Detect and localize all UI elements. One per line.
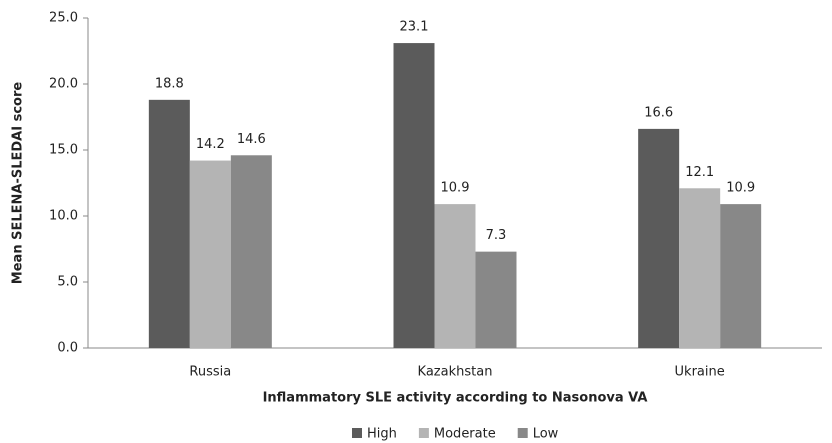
bar xyxy=(434,204,476,348)
bar xyxy=(720,204,762,348)
y-tick-label: 20.0 xyxy=(49,77,78,92)
y-tick-label: 15.0 xyxy=(49,143,78,158)
bar xyxy=(638,128,680,348)
x-tick-label: Ukraine xyxy=(675,365,725,380)
legend-label: Low xyxy=(533,427,559,442)
y-tick-label: 10.0 xyxy=(49,209,78,224)
data-label: 7.3 xyxy=(486,228,507,243)
data-label: 10.9 xyxy=(726,181,755,196)
data-label: 14.2 xyxy=(196,137,225,152)
bar xyxy=(679,188,721,348)
legend-swatch xyxy=(352,428,362,438)
legend-swatch xyxy=(418,428,429,438)
bar xyxy=(230,155,272,348)
x-axis-title: Inflammatory SLE activity according to N… xyxy=(263,391,648,406)
y-tick-label: 0.0 xyxy=(57,341,78,356)
bar xyxy=(475,251,517,348)
data-label: 14.6 xyxy=(237,132,266,147)
data-label: 16.6 xyxy=(644,105,673,120)
data-label: 23.1 xyxy=(400,20,429,35)
y-axis-title: Mean SELENA-SLEDAI score xyxy=(11,82,26,285)
bar xyxy=(148,99,190,348)
data-label: 12.1 xyxy=(685,165,714,180)
x-tick-label: Kazakhstan xyxy=(418,365,493,380)
legend-label: High xyxy=(367,427,397,442)
y-tick-label: 25.0 xyxy=(49,11,78,26)
data-label: 18.8 xyxy=(155,76,184,91)
bar xyxy=(189,160,231,348)
bar xyxy=(393,43,435,349)
data-label: 10.9 xyxy=(441,181,470,196)
legend-label: Moderate xyxy=(434,427,496,442)
y-tick-label: 5.0 xyxy=(57,275,78,290)
legend-swatch xyxy=(517,428,528,438)
x-tick-label: Russia xyxy=(189,365,231,380)
